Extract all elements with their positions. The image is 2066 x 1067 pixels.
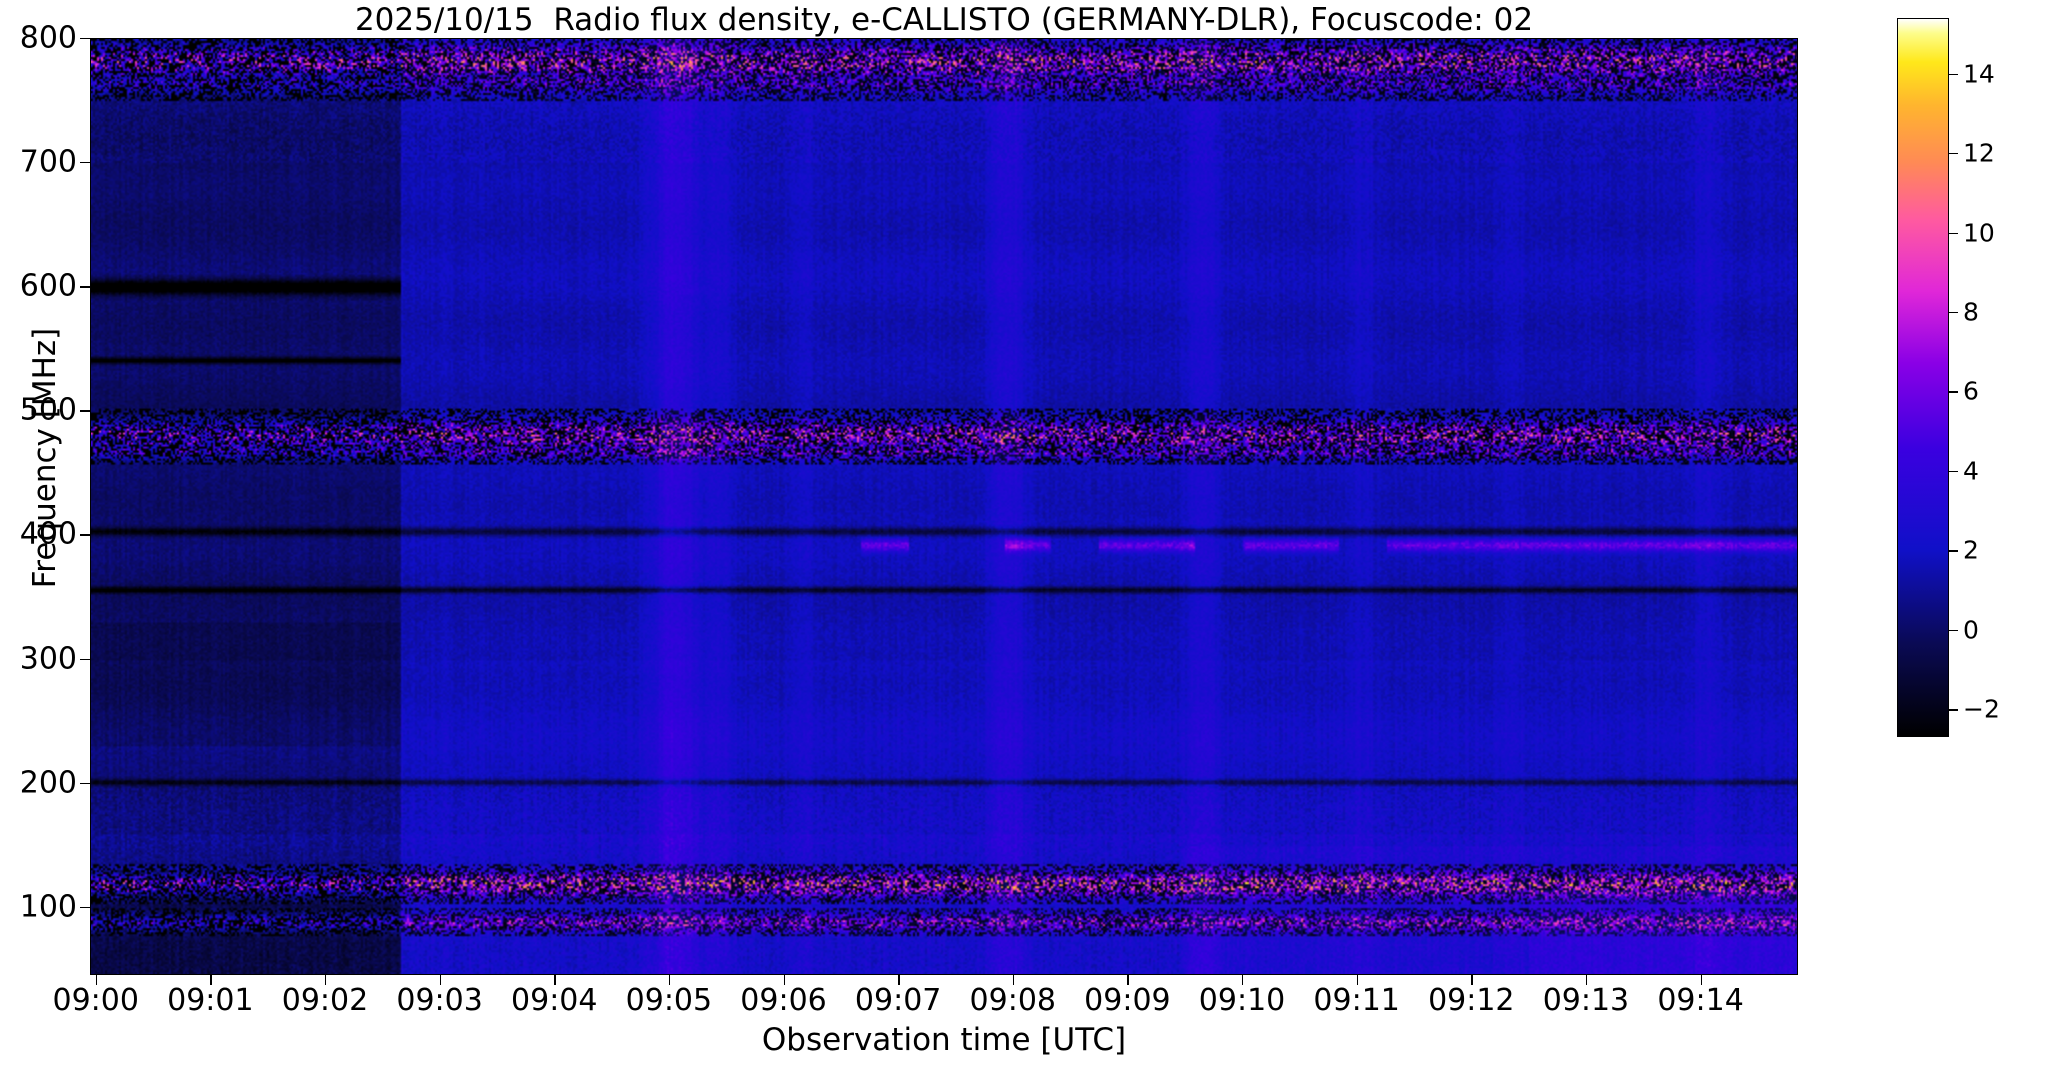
y-tick-label: 500 [19,392,77,428]
x-tick-mark [439,975,441,985]
x-tick-mark [1356,975,1359,985]
x-tick-label: 09:06 [740,983,827,1018]
x-tick-mark [1012,975,1015,985]
colorbar-tick-mark [1949,391,1958,393]
x-tick-label: 09:08 [969,983,1056,1018]
y-tick-mark [80,658,90,660]
colorbar-tick-label: 4 [1963,456,1979,486]
colorbar-tick-label: −2 [1963,694,2000,724]
x-tick-label: 09:12 [1428,983,1515,1018]
y-tick-label: 700 [19,144,77,180]
x-tick-mark [1471,975,1473,985]
x-tick-label: 09:13 [1542,983,1630,1018]
y-tick-mark [80,286,90,288]
x-tick-label: 09:05 [625,983,713,1018]
colorbar-tick-label: 14 [1963,59,1995,89]
x-tick-mark [1127,975,1129,985]
x-tick-label: 09:03 [396,983,483,1018]
x-tick-label: 09:01 [167,983,254,1018]
colorbar-tick-label: 6 [1963,376,1979,406]
colorbar-tick-mark [1949,470,1958,473]
x-tick-mark [1700,975,1702,985]
colorbar-tick-label: 12 [1963,138,1995,168]
x-tick-mark [95,975,98,985]
x-tick-label: 09:02 [281,983,369,1018]
x-tick-mark [668,975,671,985]
x-tick-label: 09:11 [1313,983,1400,1018]
y-tick-mark [80,534,90,536]
x-tick-mark [898,975,900,985]
colorbar-gradient [1898,19,1948,736]
x-tick-mark [1242,975,1244,985]
y-tick-label: 100 [19,889,77,925]
y-tick-mark [80,410,90,412]
x-tick-label: 09:14 [1657,983,1744,1018]
x-tick-label: 09:07 [854,983,942,1018]
colorbar-tick-mark [1949,629,1958,632]
colorbar-tick-mark [1949,153,1958,155]
spectrogram-image[interactable] [91,39,1797,974]
colorbar-tick-mark [1949,73,1958,75]
x-tick-label: 09:04 [511,983,598,1018]
spectrogram-axes[interactable] [90,38,1798,975]
colorbar-tick-label: 8 [1963,297,1979,327]
colorbar-tick-mark [1949,311,1958,314]
colorbar[interactable] [1897,18,1949,737]
y-tick-label: 300 [19,641,77,677]
x-axis-label: Observation time [UTC] [761,1022,1127,1058]
page-title: 2025/10/15 Radio flux density, e-CALLIST… [354,2,1534,38]
y-tick-mark [80,782,90,785]
x-tick-mark [210,975,212,985]
y-tick-label: 200 [19,765,77,801]
colorbar-tick-label: 2 [1963,535,1979,565]
colorbar-tick-label: 10 [1963,218,1995,247]
colorbar-tick-mark [1949,232,1958,234]
y-tick-label: 600 [19,268,77,304]
y-axis-tick-labels: 800 700 600 500 400 300 200 100 [0,0,77,1067]
y-tick-label: 400 [19,516,77,552]
x-tick-mark [783,975,785,985]
y-tick-mark [80,38,90,40]
colorbar-tick-mark [1949,550,1958,552]
x-tick-mark [554,975,556,985]
y-tick-label: 800 [19,20,77,56]
x-tick-label: 09:09 [1084,983,1171,1018]
colorbar-tick-label: 0 [1963,615,1979,645]
x-tick-label: 09:10 [1198,983,1286,1018]
y-tick-mark [80,906,90,909]
x-tick-label: 09:00 [52,983,139,1018]
y-tick-mark [80,162,90,164]
colorbar-tick-mark [1949,709,1958,711]
x-tick-mark [324,975,327,985]
y-axis-label: Frequency [MHz] [27,327,63,589]
x-tick-mark [1585,975,1588,985]
